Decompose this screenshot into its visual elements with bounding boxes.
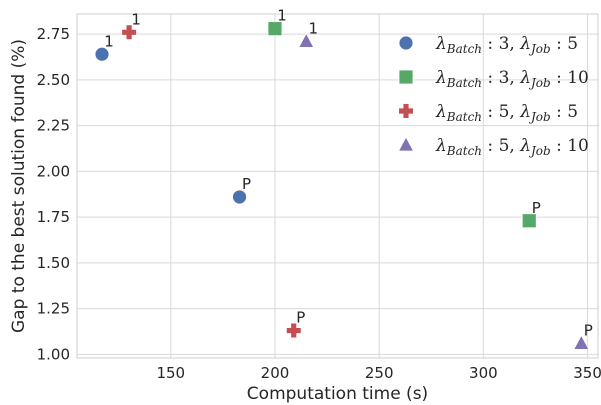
y-tick-label: 2.00 bbox=[37, 162, 70, 180]
y-axis-label: Gap to the best solution found (%) bbox=[9, 39, 29, 333]
x-tick-label: 350 bbox=[573, 364, 601, 382]
x-tick-label: 150 bbox=[156, 364, 185, 382]
y-tick-label: 2.50 bbox=[37, 71, 70, 89]
y-tick-label: 2.75 bbox=[37, 25, 70, 43]
x-tick-labels: 150 200 250 300 350 bbox=[156, 364, 601, 382]
legend-triangle-marker bbox=[397, 136, 415, 152]
point-label: P bbox=[532, 199, 541, 217]
x-axis-label: Computation time (s) bbox=[247, 384, 428, 404]
data-points: 1 P 1 P 1 P 1 P bbox=[94, 7, 593, 350]
plus-point bbox=[286, 323, 301, 338]
square-point bbox=[521, 213, 537, 229]
y-tick-label: 1.50 bbox=[37, 254, 70, 272]
point-label: 1 bbox=[131, 10, 141, 28]
point-label: P bbox=[296, 309, 305, 327]
y-tick-label: 1.00 bbox=[37, 345, 70, 363]
legend-circle-marker bbox=[398, 35, 414, 51]
legend-plus-marker bbox=[399, 104, 413, 118]
y-tick-label: 2.25 bbox=[37, 117, 70, 135]
grid-lines bbox=[77, 14, 598, 358]
circle-point bbox=[94, 46, 110, 62]
legend-entry: λBatch : 3, λJob : 10 bbox=[435, 68, 589, 90]
plot-border bbox=[76, 13, 599, 359]
x-tick-label: 300 bbox=[469, 364, 498, 382]
legend-entry: λBatch : 5, λJob : 5 bbox=[435, 102, 578, 124]
circle-point bbox=[232, 189, 247, 205]
y-tick-labels: 1.00 1.25 1.50 1.75 2.00 2.25 2.50 2.75 bbox=[37, 25, 70, 363]
triangle-point bbox=[298, 32, 315, 48]
point-label: 1 bbox=[308, 19, 318, 37]
x-tick-label: 250 bbox=[365, 364, 394, 382]
square-point bbox=[267, 21, 283, 37]
plot-frame bbox=[76, 13, 599, 359]
point-label: 1 bbox=[104, 32, 114, 50]
point-label: P bbox=[584, 321, 593, 339]
legend-entry: λBatch : 5, λJob : 10 bbox=[435, 136, 589, 158]
triangle-point bbox=[573, 334, 590, 350]
y-tick-label: 1.75 bbox=[37, 208, 70, 226]
point-label: P bbox=[242, 175, 251, 193]
y-tick-label: 1.25 bbox=[37, 300, 70, 318]
plus-point bbox=[122, 25, 137, 40]
plot-area bbox=[77, 14, 598, 358]
point-label: 1 bbox=[277, 7, 287, 25]
legend: λBatch : 3, λJob : 5 λBatch : 3, λJob : 1… bbox=[397, 34, 589, 158]
legend-entry: λBatch : 3, λJob : 5 bbox=[435, 34, 578, 56]
legend-square-marker bbox=[398, 69, 414, 85]
x-tick-label: 200 bbox=[261, 364, 290, 382]
